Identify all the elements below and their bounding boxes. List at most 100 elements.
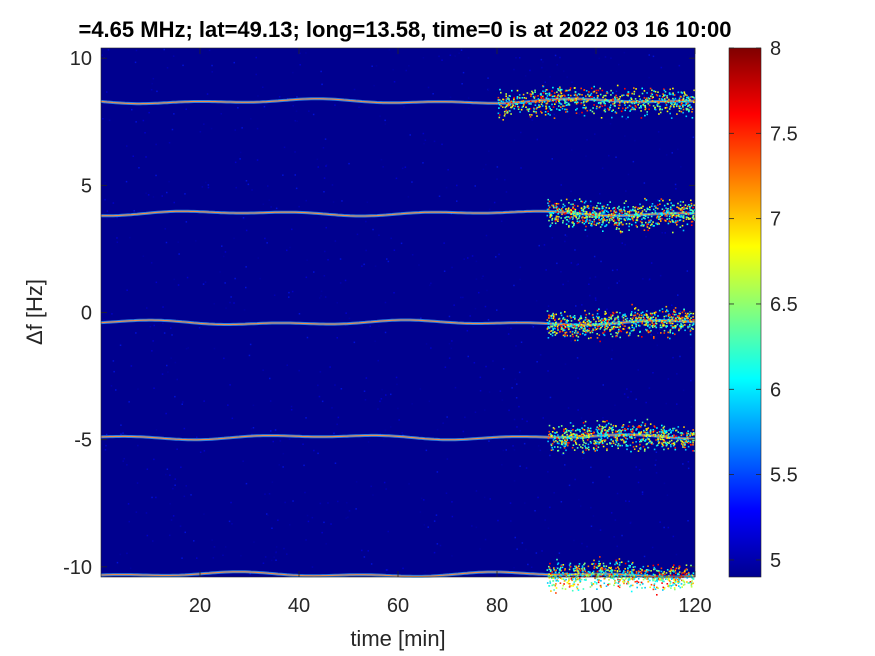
trace-speck xyxy=(583,107,586,109)
noise-speck xyxy=(324,138,327,140)
trace-speck xyxy=(531,114,533,116)
trace-speck xyxy=(662,93,664,95)
trace-speck xyxy=(555,579,558,582)
trace-speck xyxy=(540,97,543,100)
trace-speck xyxy=(598,560,600,563)
trace-speck xyxy=(565,111,567,113)
trace-speck xyxy=(595,582,598,584)
noise-speck xyxy=(220,113,222,115)
trace-speck xyxy=(565,99,567,101)
trace-speck xyxy=(652,429,655,431)
noise-speck xyxy=(516,426,518,428)
trace-speck xyxy=(546,569,549,571)
trace-speck xyxy=(541,101,544,103)
trace-speck xyxy=(674,97,677,100)
trace-speck xyxy=(641,210,644,212)
noise-speck xyxy=(564,563,566,565)
noise-speck xyxy=(535,552,538,554)
trace-speck xyxy=(570,215,572,218)
trace-speck xyxy=(689,329,692,331)
trace-speck xyxy=(608,435,610,438)
noise-speck xyxy=(419,511,422,513)
noise-speck xyxy=(679,310,682,313)
trace-speck xyxy=(551,103,553,106)
trace-speck xyxy=(521,106,524,109)
trace-speck xyxy=(687,102,689,105)
trace-speck xyxy=(573,208,575,210)
trace-speck xyxy=(692,440,694,442)
noise-speck xyxy=(155,281,158,284)
trace-speck xyxy=(619,101,621,104)
trace-speck xyxy=(618,322,620,325)
trace-speck xyxy=(601,105,604,107)
trace-speck xyxy=(564,439,566,441)
trace-speck xyxy=(689,103,691,106)
noise-speck xyxy=(420,317,422,319)
noise-speck xyxy=(263,105,266,108)
trace-speck xyxy=(634,307,637,309)
trace-speck xyxy=(643,318,645,321)
trace-speck xyxy=(589,211,591,214)
trace-speck xyxy=(582,438,584,440)
trace-speck xyxy=(628,579,631,581)
trace-speck xyxy=(567,94,570,96)
trace-speck xyxy=(551,222,554,224)
noise-speck xyxy=(508,409,510,412)
noise-speck xyxy=(672,535,675,538)
trace-speck xyxy=(692,215,695,217)
trace-speck xyxy=(532,110,535,113)
trace-speck xyxy=(582,450,584,453)
trace-speck xyxy=(669,208,672,210)
noise-speck xyxy=(563,70,565,72)
trace-speck xyxy=(674,333,676,336)
noise-speck xyxy=(155,174,157,177)
noise-speck xyxy=(116,241,119,243)
trace-speck xyxy=(599,440,602,442)
trace-speck xyxy=(566,315,569,318)
trace-speck xyxy=(576,218,579,220)
trace-speck xyxy=(618,215,620,217)
trace-speck xyxy=(680,107,682,110)
noise-speck xyxy=(551,158,553,160)
y-tick-label: -5 xyxy=(74,430,92,452)
trace-speck xyxy=(585,211,588,213)
noise-speck xyxy=(102,118,104,120)
trace-speck xyxy=(635,570,638,573)
noise-speck xyxy=(275,559,277,561)
noise-speck xyxy=(520,131,522,134)
noise-speck xyxy=(184,531,186,534)
trace-speck xyxy=(624,575,626,577)
trace-speck xyxy=(599,212,602,214)
trace-speck xyxy=(604,104,606,107)
trace-speck xyxy=(564,217,566,219)
noise-speck xyxy=(484,538,487,541)
trace-speck xyxy=(611,326,613,329)
trace-speck xyxy=(586,318,588,321)
noise-speck xyxy=(126,464,128,466)
noise-speck xyxy=(553,113,556,116)
trace-speck xyxy=(625,320,628,322)
plot-area xyxy=(100,47,696,596)
noise-speck xyxy=(294,151,296,153)
trace-speck xyxy=(528,108,530,110)
trace-speck xyxy=(637,103,639,106)
trace-speck xyxy=(693,209,696,211)
trace-speck xyxy=(509,103,511,106)
noise-speck xyxy=(181,557,183,559)
trace-speck xyxy=(552,212,555,214)
trace-speck xyxy=(580,322,582,324)
trace-speck xyxy=(573,583,575,586)
trace-speck xyxy=(566,444,569,446)
noise-speck xyxy=(441,143,443,146)
trace-speck xyxy=(680,583,683,585)
trace-speck xyxy=(644,440,646,442)
noise-speck xyxy=(155,496,157,499)
trace-speck xyxy=(658,101,660,103)
trace-speck xyxy=(665,326,668,329)
trace-speck xyxy=(576,222,579,224)
noise-speck xyxy=(182,401,184,403)
trace-speck xyxy=(626,448,628,451)
trace-speck xyxy=(568,573,571,576)
trace-speck xyxy=(566,89,568,92)
trace-speck xyxy=(660,573,663,575)
